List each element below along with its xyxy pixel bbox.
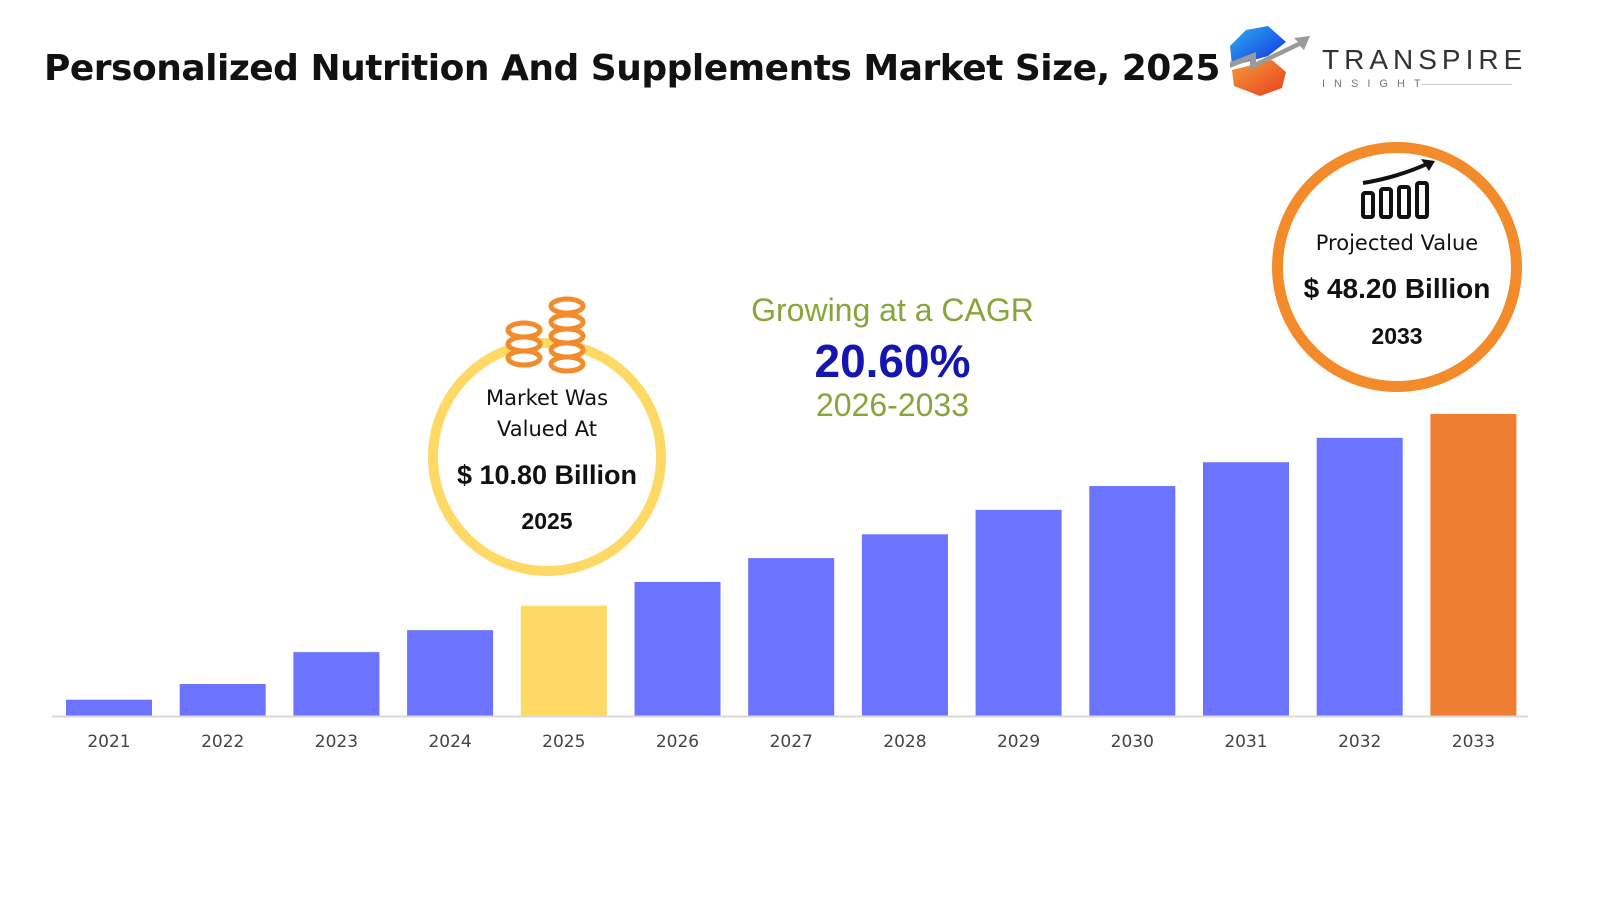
callout-2033: Projected Value $ 48.20 Billion 2033 [1272,142,1522,392]
bar-2033 [1430,414,1517,716]
bar-2021 [66,699,152,716]
x-tick-label: 2032 [1338,732,1381,752]
logo-sub: INSIGHT [1322,78,1430,90]
x-tick-label: 2027 [770,732,813,752]
bar-2028 [861,534,948,716]
bar-2026 [634,581,721,716]
cagr-label: Growing at a CAGR [751,292,1034,328]
callout-2025-year: 2025 [521,508,573,534]
callout-2025-line1: Market Was [485,386,609,410]
callout-2025-line2: Valued At [497,417,597,441]
bar-2025 [520,605,607,716]
x-tick-label: 2028 [883,732,926,752]
x-tick-label: 2031 [1224,732,1267,752]
x-tick-label: 2030 [1111,732,1154,752]
bar-2031 [1203,462,1289,716]
bar-2024 [407,630,494,716]
callout-2025-value: $ 10.80 Billion [456,460,638,490]
x-tick-label: 2022 [201,732,244,752]
bar-2029 [975,509,1062,716]
bar-2027 [748,558,835,716]
logo-divider [1422,84,1512,85]
coins-icon [505,296,586,374]
x-tick-label: 2033 [1452,732,1495,752]
callout-2033-value: $ 48.20 Billion [1303,273,1491,304]
bar-2022 [179,684,266,716]
bar-2030 [1089,486,1176,716]
x-tick-label: 2029 [997,732,1040,752]
cagr-value: 20.60% [814,335,971,387]
x-tick-label: 2021 [87,732,130,752]
bar-2032 [1316,437,1403,716]
bar-2023 [293,652,380,716]
x-tick-label: 2023 [315,732,358,752]
growth-chart-icon [1361,159,1435,219]
x-tick-label: 2025 [542,732,585,752]
x-tick-label: 2026 [656,732,699,752]
callout-2033-year: 2033 [1371,323,1423,349]
logo-mark-icon [1230,26,1310,96]
x-tick-label: 2024 [428,732,471,752]
callout-2025: Market Was Valued At $ 10.80 Billion 202… [428,338,666,576]
cagr-period: 2026-2033 [815,387,970,423]
callout-2033-label: Projected Value [1315,231,1479,255]
chart-title: Personalized Nutrition And Supplements M… [44,48,1220,89]
logo-name: TRANSPIRE [1322,44,1528,75]
